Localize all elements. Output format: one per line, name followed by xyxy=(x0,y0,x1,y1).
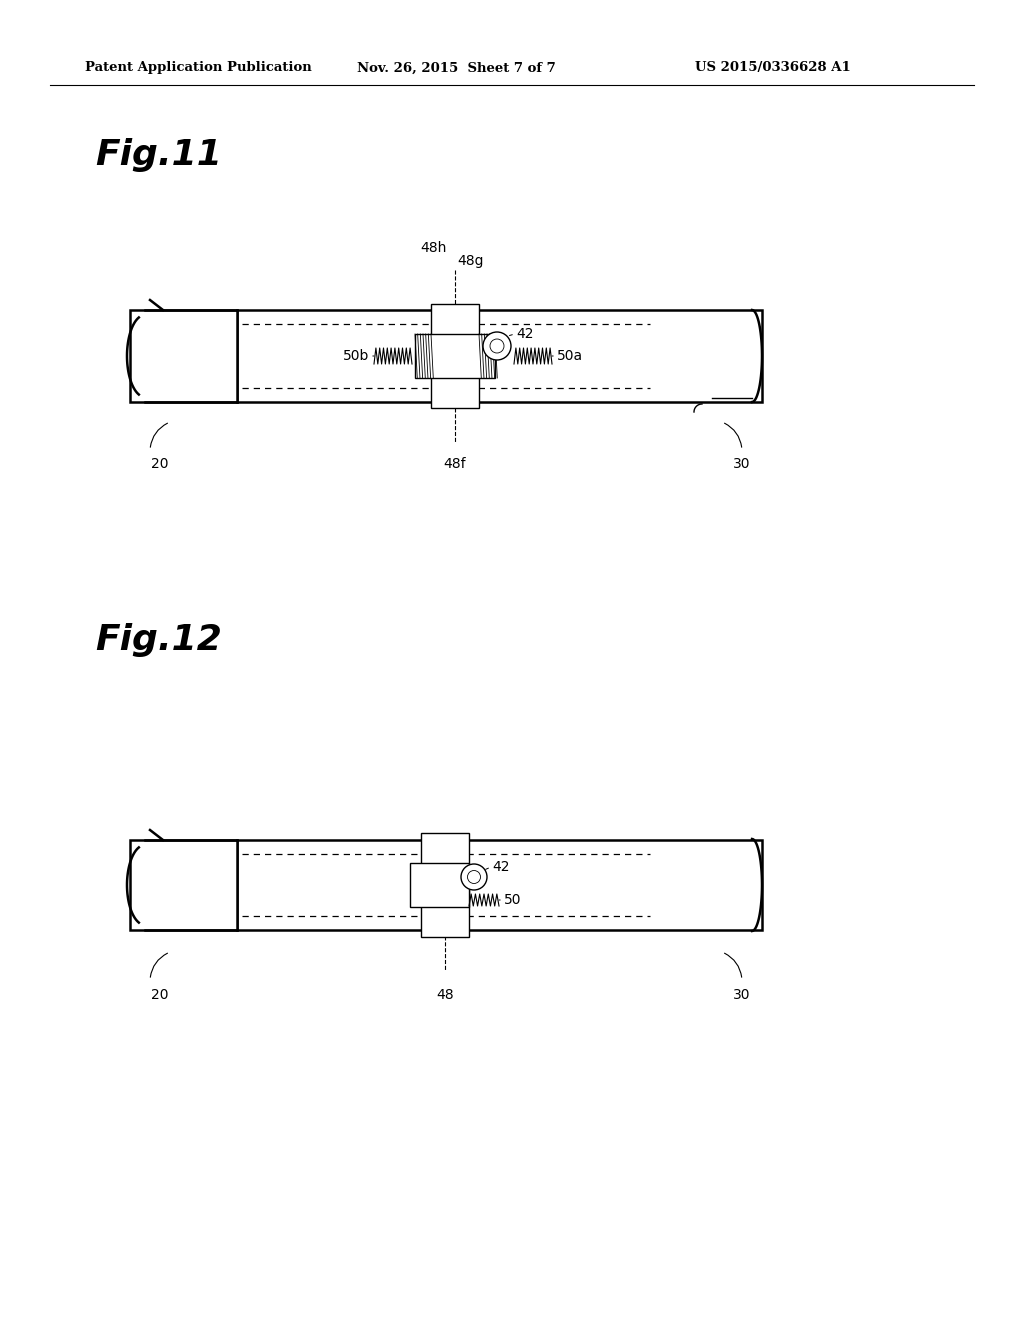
Bar xyxy=(421,833,469,937)
Bar xyxy=(415,334,495,378)
Circle shape xyxy=(468,870,480,883)
Text: 30: 30 xyxy=(733,457,751,471)
Text: Fig.11: Fig.11 xyxy=(95,139,222,172)
Circle shape xyxy=(490,339,504,352)
Text: 50: 50 xyxy=(504,894,521,907)
Bar xyxy=(431,304,479,408)
Text: 20: 20 xyxy=(152,987,169,1002)
Text: US 2015/0336628 A1: US 2015/0336628 A1 xyxy=(695,62,851,74)
Text: 48: 48 xyxy=(436,987,454,1002)
Text: Fig.12: Fig.12 xyxy=(95,623,222,657)
Bar xyxy=(237,840,762,931)
Text: 48h: 48h xyxy=(421,242,447,255)
Text: Nov. 26, 2015  Sheet 7 of 7: Nov. 26, 2015 Sheet 7 of 7 xyxy=(357,62,556,74)
Text: 30: 30 xyxy=(733,987,751,1002)
Bar xyxy=(237,310,762,403)
Text: 50a: 50a xyxy=(557,348,583,363)
Text: 42: 42 xyxy=(516,327,534,341)
Text: 50b: 50b xyxy=(343,348,369,363)
Circle shape xyxy=(483,333,511,360)
Text: Patent Application Publication: Patent Application Publication xyxy=(85,62,311,74)
Text: 48g: 48g xyxy=(457,253,483,268)
Text: 42: 42 xyxy=(492,861,510,874)
Bar xyxy=(410,863,469,907)
Circle shape xyxy=(461,865,487,890)
Text: 48f: 48f xyxy=(443,457,466,471)
Bar xyxy=(130,310,237,403)
Text: 20: 20 xyxy=(152,457,169,471)
Bar xyxy=(130,840,237,931)
